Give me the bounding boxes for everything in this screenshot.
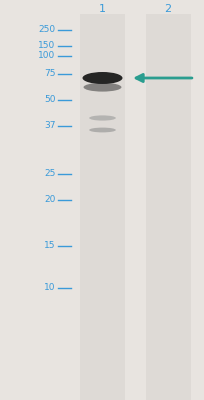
Ellipse shape bbox=[83, 83, 121, 92]
Ellipse shape bbox=[82, 72, 122, 84]
Text: 2: 2 bbox=[164, 4, 171, 14]
Bar bbox=[80, 14, 124, 400]
Text: 10: 10 bbox=[44, 284, 55, 292]
Text: 20: 20 bbox=[44, 196, 55, 204]
Text: 1: 1 bbox=[99, 4, 105, 14]
Text: 37: 37 bbox=[44, 122, 55, 130]
Bar bbox=[145, 14, 190, 400]
Text: 50: 50 bbox=[44, 96, 55, 104]
Text: 15: 15 bbox=[44, 242, 55, 250]
Text: 75: 75 bbox=[44, 70, 55, 78]
Ellipse shape bbox=[89, 115, 115, 121]
Text: 100: 100 bbox=[38, 52, 55, 60]
Text: 25: 25 bbox=[44, 170, 55, 178]
Ellipse shape bbox=[89, 128, 115, 132]
Text: 250: 250 bbox=[38, 26, 55, 34]
Text: 150: 150 bbox=[38, 42, 55, 50]
